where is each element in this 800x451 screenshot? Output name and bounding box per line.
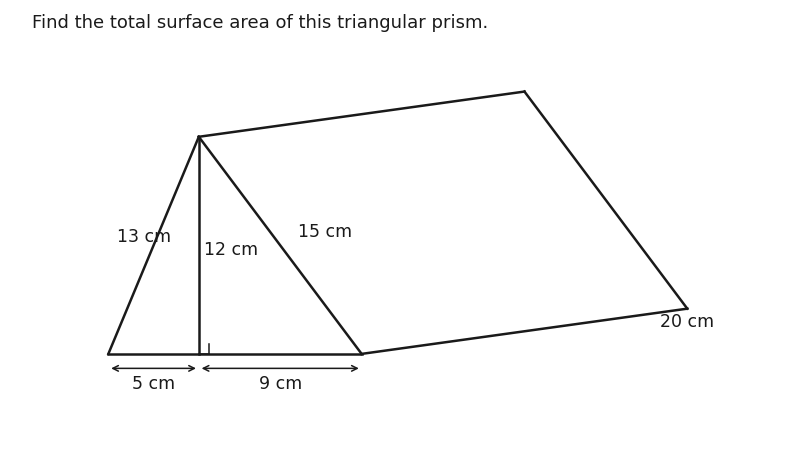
Text: 20 cm: 20 cm [660, 313, 714, 331]
Text: 15 cm: 15 cm [298, 222, 353, 240]
Text: 12 cm: 12 cm [204, 240, 258, 258]
Text: 5 cm: 5 cm [132, 374, 175, 392]
Text: 13 cm: 13 cm [118, 228, 171, 246]
Text: Find the total surface area of this triangular prism.: Find the total surface area of this tria… [32, 14, 488, 32]
Text: 9 cm: 9 cm [258, 374, 302, 392]
